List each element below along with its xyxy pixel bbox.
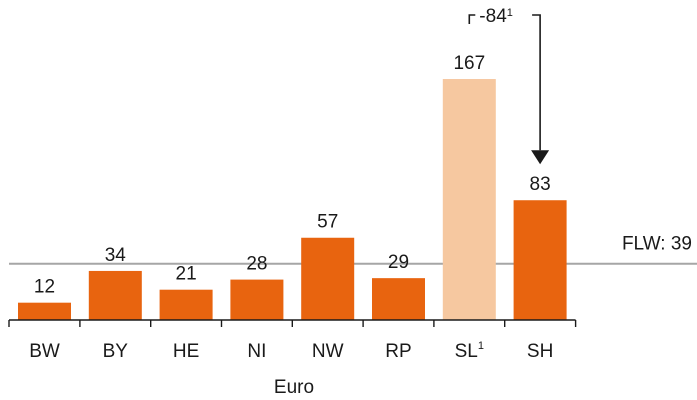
tick-label-sh: SH xyxy=(527,341,553,362)
annotation-bracket-left xyxy=(468,14,476,24)
bar-bw xyxy=(18,302,71,320)
bar-he xyxy=(159,289,213,320)
value-label-he: 21 xyxy=(176,264,197,285)
annotation-layer: -841 xyxy=(468,6,550,165)
x-axis-label: Euro xyxy=(274,377,314,398)
value-label-rp: 29 xyxy=(388,252,409,273)
tick-label-by: BY xyxy=(103,341,129,362)
bars-layer: 12 34 21 28 57 29 167 83 xyxy=(18,53,567,320)
tick-label-sl: SL1 xyxy=(455,340,484,362)
tick-label-bw: BW xyxy=(29,341,60,362)
bar-by xyxy=(88,270,142,320)
value-label-by: 34 xyxy=(105,245,127,266)
value-label-sh: 83 xyxy=(530,174,551,195)
value-label-nw: 57 xyxy=(317,212,338,233)
annotation-arrowhead-icon xyxy=(531,150,550,165)
annotation-label: -841 xyxy=(479,6,513,27)
tick-label-he: HE xyxy=(173,341,199,362)
bar-ni xyxy=(230,279,284,320)
tick-label-ni: NI xyxy=(247,341,266,362)
bar-sh xyxy=(513,200,567,320)
bar-rp xyxy=(372,278,425,320)
bar-nw xyxy=(301,237,355,320)
tick-label-rp: RP xyxy=(385,341,411,362)
value-label-sl: 167 xyxy=(453,53,485,74)
bar-sl xyxy=(442,79,496,320)
annotation-bracket-right xyxy=(532,14,541,151)
value-label-bw: 12 xyxy=(34,277,55,298)
reference-line-label: FLW: 39 xyxy=(622,234,692,255)
value-label-ni: 28 xyxy=(246,254,267,275)
x-axis: BW BY HE NI NW RP SL1 SH xyxy=(8,319,577,362)
tick-label-nw: NW xyxy=(312,341,344,362)
